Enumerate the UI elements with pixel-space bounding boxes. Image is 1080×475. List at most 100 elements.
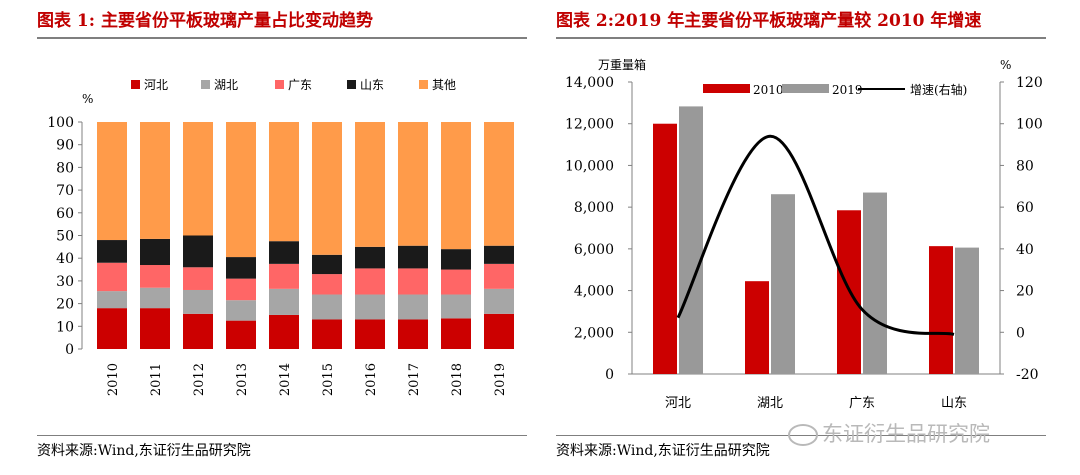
- x-tick-label: 2013: [235, 363, 250, 396]
- bar-segment: [398, 268, 428, 295]
- left-y-tick-label: 14,000: [565, 75, 614, 91]
- bar-segment: [97, 262, 127, 292]
- left-y-tick-label: 8,000: [574, 200, 614, 216]
- right-source-note: 资料来源:Wind,东证衍生品研究院: [556, 443, 770, 459]
- right-y-tick-label: 40: [1016, 242, 1034, 258]
- y-tick-label: 90: [56, 138, 74, 154]
- legend-swatch: [347, 80, 356, 89]
- legend-swatch: [703, 84, 750, 93]
- bar-segment: [140, 308, 170, 349]
- legend-swatch: [201, 80, 210, 89]
- bar-segment: [183, 313, 213, 349]
- right-axis-unit: %: [1000, 58, 1011, 72]
- right-title-rule: [556, 37, 1046, 39]
- watermark-text: 东证衍生品研究院: [822, 422, 990, 446]
- bar-segment: [226, 122, 256, 258]
- y-tick-label: 70: [56, 183, 74, 199]
- bar-segment: [484, 263, 514, 289]
- bar-segment: [441, 122, 471, 250]
- legend-label: 河北: [144, 78, 168, 92]
- y-tick-label: 10: [56, 319, 74, 335]
- y-tick-label: 20: [56, 297, 74, 313]
- legend-label: 湖北: [214, 77, 238, 92]
- bar-segment: [312, 274, 342, 295]
- bar-segment: [355, 246, 385, 269]
- bar-segment: [97, 240, 127, 263]
- x-tick-label: 湖北: [757, 396, 783, 411]
- y-tick-label: 50: [56, 229, 74, 245]
- left-y-tick-label: 0: [605, 367, 614, 383]
- bar-segment: [269, 241, 299, 264]
- x-tick-label: 广东: [849, 396, 875, 411]
- bar-segment: [484, 245, 514, 264]
- bar-segment: [398, 319, 428, 349]
- left-y-tick-label: 6,000: [574, 242, 614, 258]
- left-source-note: 资料来源:Wind,东证衍生品研究院: [37, 443, 251, 459]
- bar-segment: [269, 288, 299, 315]
- bar-segment: [441, 294, 471, 319]
- legend-swatch: [419, 80, 428, 89]
- bar-segment: [441, 269, 471, 295]
- bar-segment: [183, 289, 213, 314]
- left-panel-title: 图表 1: 主要省份平板玻璃产量占比变动趋势: [37, 11, 373, 31]
- right-y-tick-label: 20: [1016, 284, 1034, 300]
- x-tick-label: 河北: [665, 396, 691, 411]
- bar: [929, 246, 953, 374]
- bar: [955, 247, 979, 374]
- left-bottom-rule: [37, 435, 527, 436]
- y-tick-label: 0: [65, 342, 74, 358]
- legend-label: 广东: [288, 78, 312, 92]
- bar-segment: [183, 122, 213, 236]
- bar-segment: [269, 314, 299, 349]
- bar-segment: [226, 257, 256, 279]
- bar-segment: [484, 122, 514, 246]
- bar-segment: [97, 291, 127, 309]
- bar-segment: [269, 122, 299, 242]
- bar-segment: [398, 245, 428, 269]
- bar-segment: [312, 294, 342, 320]
- legend-label: 2019: [832, 83, 863, 97]
- bar-segment: [97, 308, 127, 349]
- bar-segment: [484, 288, 514, 314]
- bar-segment: [312, 254, 342, 275]
- bar-segment: [140, 287, 170, 309]
- bar-segment: [355, 122, 385, 247]
- y-axis-unit: %: [82, 92, 93, 106]
- legend-label: 2010: [753, 83, 784, 97]
- left-y-tick-label: 2,000: [574, 325, 614, 341]
- bar-segment: [140, 265, 170, 288]
- bar-segment: [398, 294, 428, 320]
- bar-segment: [226, 320, 256, 349]
- left-title-rule: [37, 37, 527, 39]
- right-y-tick-label: 0: [1016, 325, 1025, 341]
- left-axis-unit: 万重量箱: [598, 57, 646, 72]
- left-y-tick-label: 4,000: [574, 284, 614, 300]
- right-panel-title: 图表 2:2019 年主要省份平板玻璃产量较 2010 年增速: [556, 11, 982, 31]
- bar-segment: [398, 122, 428, 246]
- wechat-icon: [788, 424, 818, 446]
- bar-segment: [355, 294, 385, 320]
- left-y-tick-label: 10,000: [565, 158, 614, 174]
- right-y-tick-label: 120: [1016, 75, 1043, 91]
- growth-line: [676, 134, 955, 336]
- bar: [653, 123, 677, 374]
- bar-segment: [484, 313, 514, 349]
- y-tick-label: 30: [56, 274, 74, 290]
- y-tick-label: 60: [56, 206, 74, 222]
- bar: [745, 281, 769, 374]
- bar-segment: [441, 249, 471, 270]
- bar-segment: [226, 278, 256, 301]
- x-tick-label: 2015: [321, 363, 336, 396]
- legend-swatch: [131, 80, 140, 89]
- right-y-tick-label: 80: [1016, 158, 1034, 174]
- bar: [771, 194, 795, 374]
- legend-label: 其他: [432, 78, 456, 92]
- y-tick-label: 100: [47, 115, 74, 131]
- right-y-tick-label: -20: [1016, 367, 1039, 383]
- bar-segment: [441, 318, 471, 349]
- left-y-tick-label: 12,000: [565, 117, 614, 133]
- y-tick-label: 40: [56, 251, 74, 267]
- bar: [863, 192, 887, 374]
- bar-segment: [97, 122, 127, 241]
- x-tick-label: 2010: [106, 363, 121, 396]
